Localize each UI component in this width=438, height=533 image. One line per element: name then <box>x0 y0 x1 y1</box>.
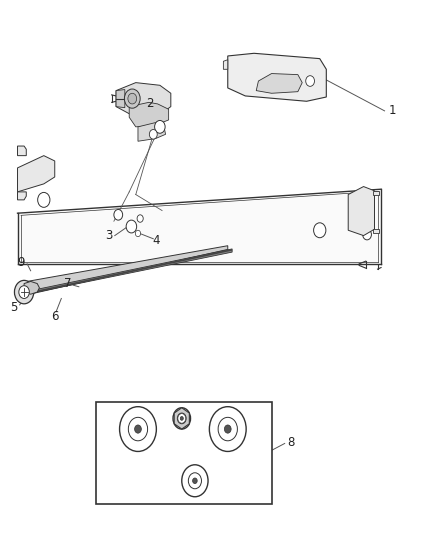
Polygon shape <box>223 60 228 69</box>
Circle shape <box>114 209 123 220</box>
Circle shape <box>19 286 29 298</box>
Circle shape <box>356 200 363 208</box>
Circle shape <box>188 473 201 489</box>
Circle shape <box>128 93 137 104</box>
Text: 7: 7 <box>64 277 72 290</box>
Circle shape <box>363 229 371 240</box>
Circle shape <box>178 414 186 423</box>
Bar <box>96 402 272 504</box>
Text: 4: 4 <box>152 235 160 247</box>
Polygon shape <box>256 74 302 93</box>
Circle shape <box>306 76 314 86</box>
Circle shape <box>180 417 183 420</box>
Circle shape <box>173 408 191 429</box>
Polygon shape <box>18 192 26 200</box>
Circle shape <box>134 425 141 433</box>
Polygon shape <box>26 249 232 294</box>
Text: 2: 2 <box>146 98 154 110</box>
Polygon shape <box>373 191 379 195</box>
Circle shape <box>357 211 362 217</box>
Circle shape <box>120 407 156 451</box>
Text: 9: 9 <box>17 256 25 269</box>
Circle shape <box>177 413 186 424</box>
Circle shape <box>126 220 137 233</box>
Polygon shape <box>26 246 228 295</box>
Text: 6: 6 <box>51 310 59 322</box>
Polygon shape <box>18 189 381 264</box>
Circle shape <box>224 425 231 433</box>
Polygon shape <box>228 53 326 101</box>
Circle shape <box>20 167 31 180</box>
Polygon shape <box>138 123 166 141</box>
Circle shape <box>124 89 140 108</box>
Polygon shape <box>129 102 169 127</box>
Circle shape <box>137 215 143 222</box>
Circle shape <box>128 417 148 441</box>
Polygon shape <box>373 229 379 233</box>
Circle shape <box>209 407 246 451</box>
Circle shape <box>356 220 363 228</box>
Circle shape <box>135 230 141 237</box>
Polygon shape <box>116 83 171 117</box>
Circle shape <box>182 465 208 497</box>
Circle shape <box>314 223 326 238</box>
Text: 1: 1 <box>388 104 396 117</box>
Circle shape <box>193 478 197 483</box>
Circle shape <box>218 417 237 441</box>
Polygon shape <box>18 146 26 156</box>
Text: 3: 3 <box>105 229 112 242</box>
Circle shape <box>155 120 165 133</box>
Polygon shape <box>348 187 374 236</box>
Circle shape <box>149 130 157 139</box>
Polygon shape <box>18 156 55 192</box>
Text: 8: 8 <box>288 436 295 449</box>
Polygon shape <box>174 408 189 429</box>
Circle shape <box>38 192 50 207</box>
Polygon shape <box>24 281 39 294</box>
Circle shape <box>14 280 34 304</box>
Text: 5: 5 <box>11 301 18 314</box>
Polygon shape <box>116 90 125 108</box>
